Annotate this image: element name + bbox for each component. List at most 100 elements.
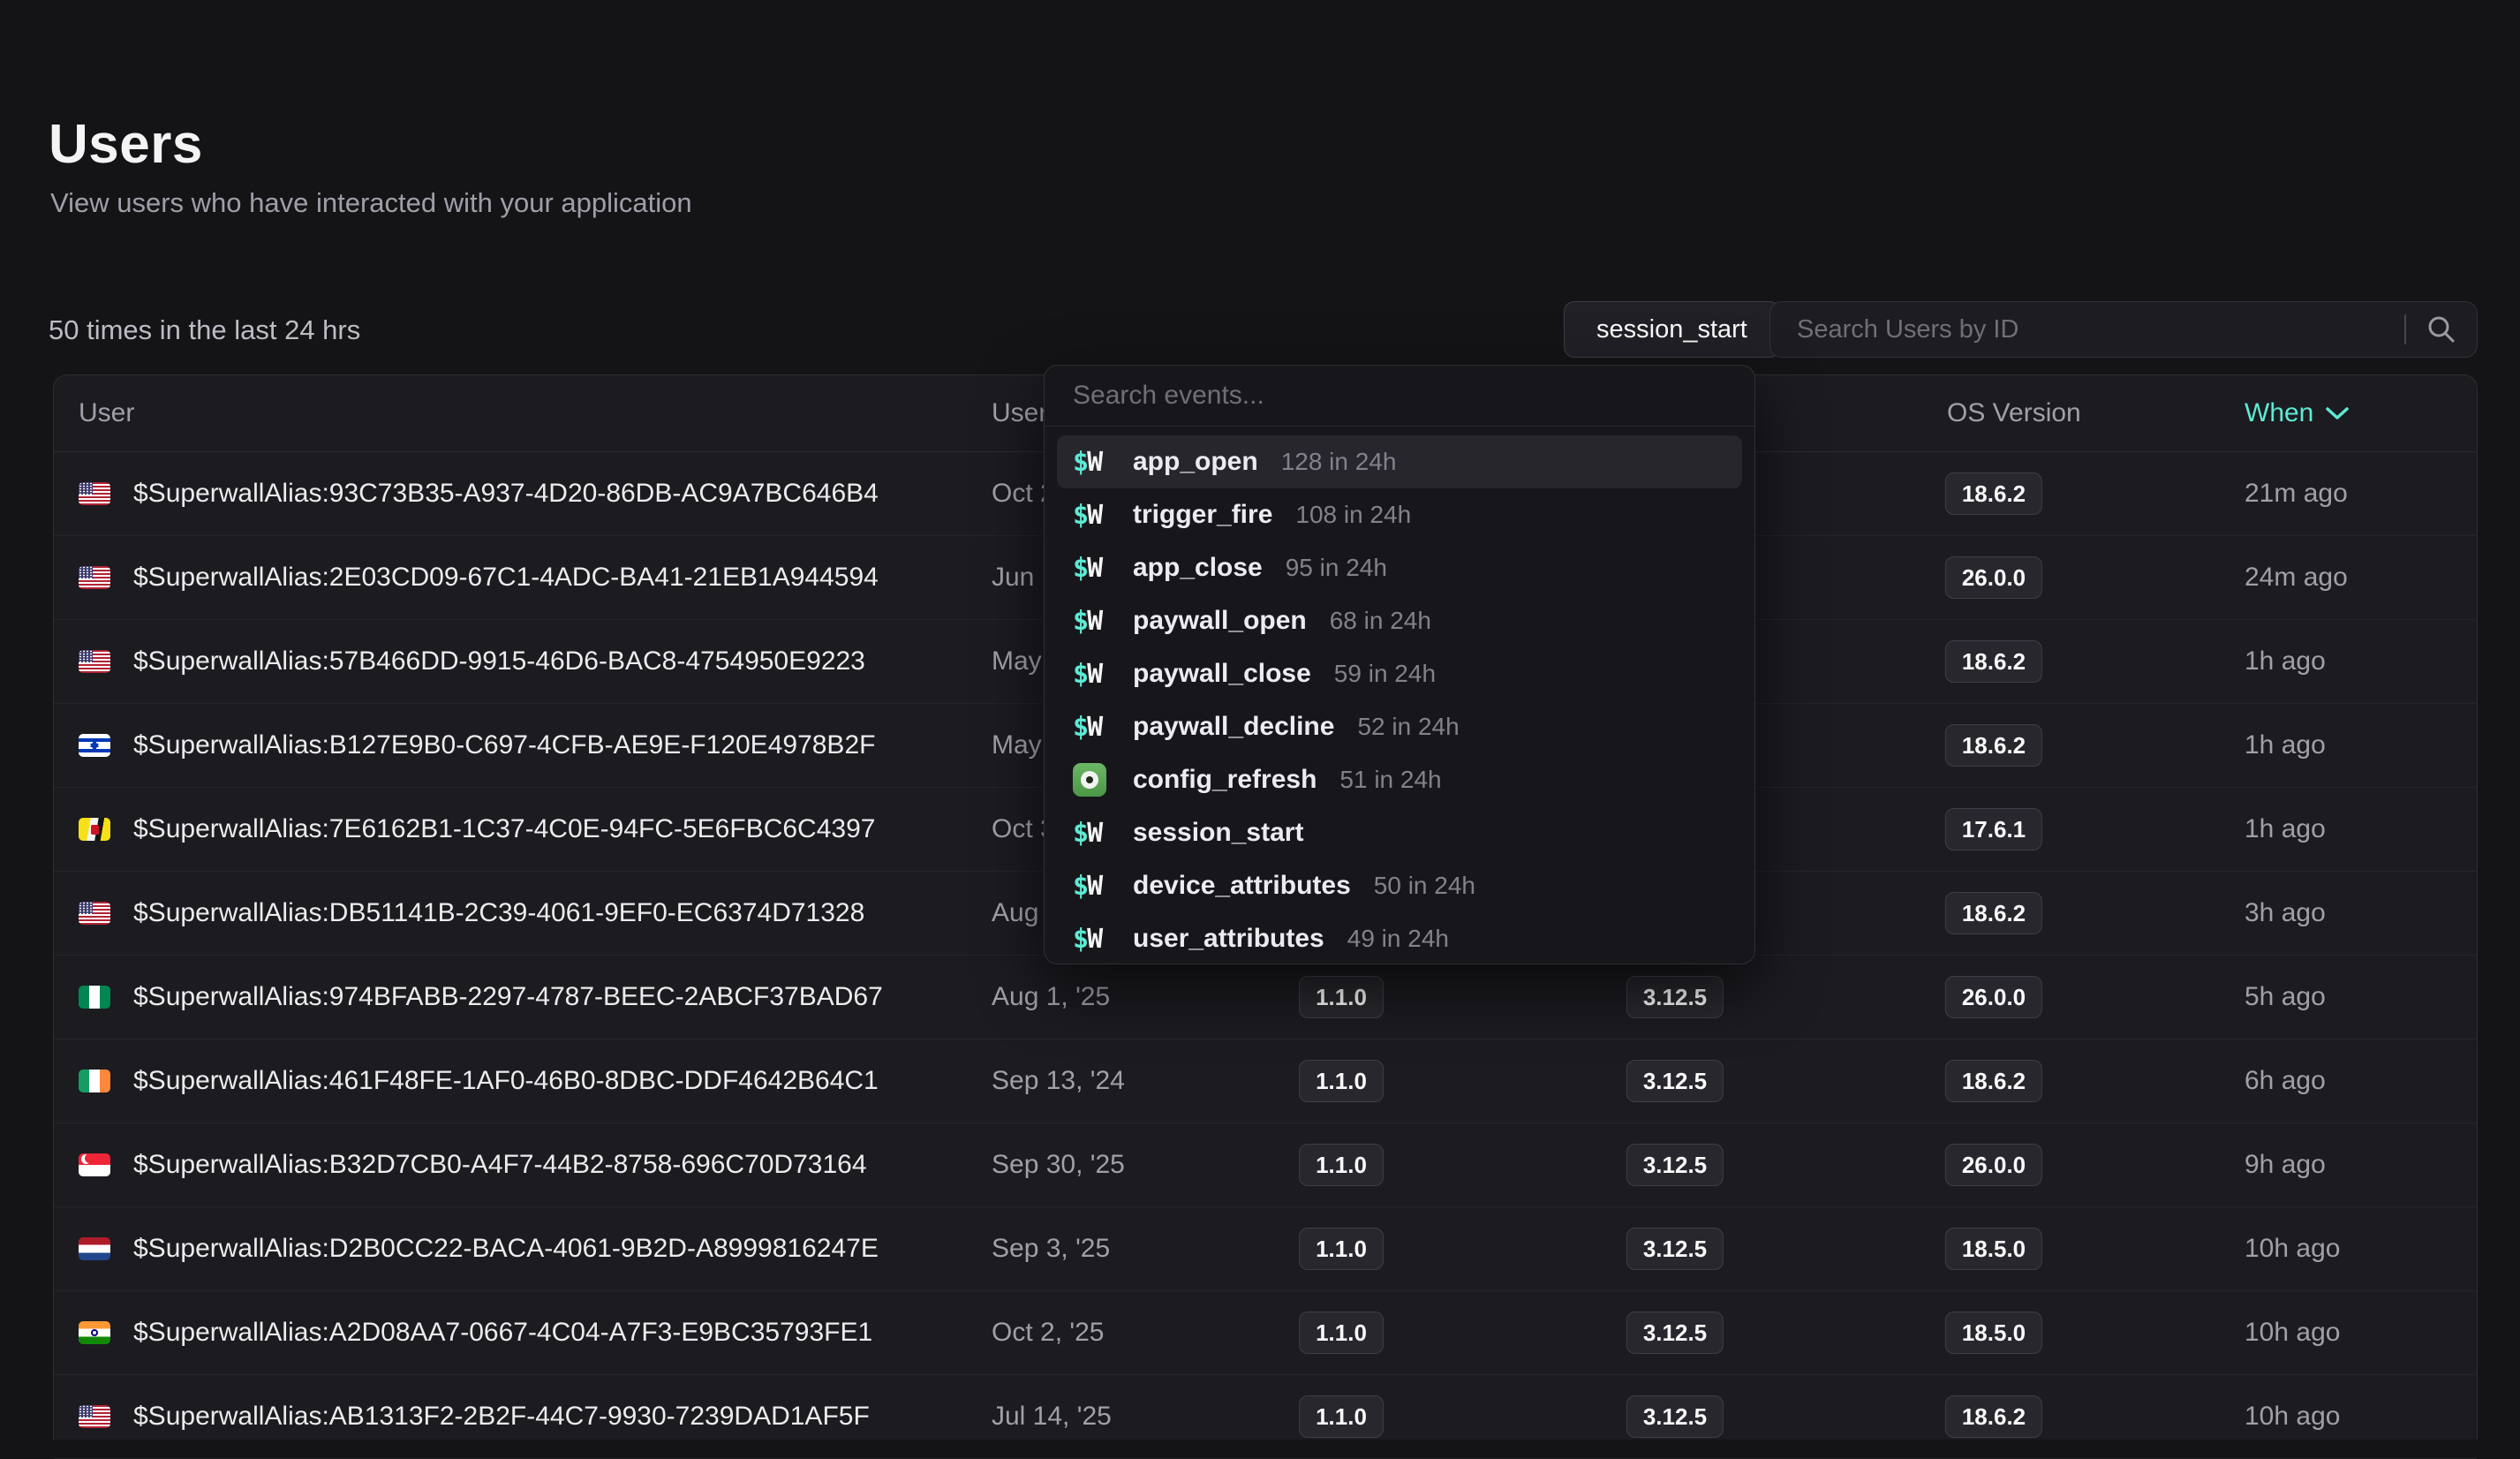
event-filter-label: session_start [1596, 315, 1747, 344]
event-icon-slot: $W [1073, 818, 1122, 849]
sdk-version-badge: 3.12.5 [1626, 1395, 1724, 1438]
superwall-logo-icon: $W [1073, 712, 1101, 743]
event-list-item[interactable]: $W paywall_close 59 in 24h [1057, 647, 1742, 700]
event-list-item[interactable]: $W device_attributes 50 in 24h [1057, 859, 1742, 912]
app-version-badge: 1.1.0 [1299, 1228, 1384, 1270]
country-flag-icon [79, 1405, 110, 1428]
chevron-down-icon [2326, 406, 2349, 420]
when-value: 1h ago [2245, 646, 2326, 677]
user-since-value: Jun [992, 563, 1034, 593]
event-filter-button[interactable]: session_start [1564, 301, 1780, 358]
sdk-version-badge: 3.12.5 [1626, 1060, 1724, 1102]
when-value: 10h ago [2245, 1318, 2340, 1348]
event-icon-slot: $W [1073, 447, 1122, 478]
sdk-version-badge: 3.12.5 [1626, 1144, 1724, 1186]
when-value: 6h ago [2245, 1066, 2326, 1096]
country-flag-icon [79, 1070, 110, 1092]
event-name: trigger_fire [1133, 500, 1272, 530]
event-list-item[interactable]: $W paywall_decline 52 in 24h [1057, 700, 1742, 753]
os-version-badge: 26.0.0 [1945, 556, 2042, 599]
event-list-item[interactable]: config_refresh 51 in 24h [1057, 753, 1742, 806]
country-flag-icon [79, 986, 110, 1009]
when-value: 10h ago [2245, 1402, 2340, 1432]
event-list-item[interactable]: $W app_open 128 in 24h [1057, 435, 1742, 488]
event-count: 59 in 24h [1334, 660, 1436, 688]
event-name: app_open [1133, 447, 1258, 477]
superwall-logo-icon: $W [1073, 606, 1101, 637]
user-since-value: Sep 3, '25 [992, 1234, 1110, 1264]
table-row[interactable]: $SuperwallAlias:461F48FE-1AF0-46B0-8DBC-… [54, 1039, 2477, 1123]
user-id: $SuperwallAlias:B127E9B0-C697-4CFB-AE9E-… [133, 730, 875, 760]
table-row[interactable]: $SuperwallAlias:974BFABB-2297-4787-BEEC-… [54, 956, 2477, 1039]
os-version-badge: 26.0.0 [1945, 1144, 2042, 1186]
country-flag-icon [79, 1153, 110, 1176]
event-icon-slot [1073, 763, 1122, 797]
user-id: $SuperwallAlias:A2D08AA7-0667-4C04-A7F3-… [133, 1318, 872, 1348]
event-list-item[interactable]: $W user_attributes 49 in 24h [1057, 912, 1742, 964]
event-list-item[interactable]: $W paywall_open 68 in 24h [1057, 594, 1742, 647]
country-flag-icon [79, 1237, 110, 1260]
os-version-badge: 26.0.0 [1945, 976, 2042, 1018]
event-name: paywall_decline [1133, 712, 1334, 742]
sdk-version-badge: 3.12.5 [1626, 1312, 1724, 1354]
country-flag-icon [79, 566, 110, 589]
search-icon[interactable] [2426, 314, 2457, 345]
user-id: $SuperwallAlias:D2B0CC22-BACA-4061-9B2D-… [133, 1234, 879, 1264]
event-count: 95 in 24h [1286, 554, 1387, 582]
user-search-input[interactable] [1795, 314, 2404, 345]
event-name: user_attributes [1133, 924, 1324, 954]
table-row[interactable]: $SuperwallAlias:B32D7CB0-A4F7-44B2-8758-… [54, 1123, 2477, 1207]
country-flag-icon [79, 650, 110, 673]
user-id: $SuperwallAlias:461F48FE-1AF0-46B0-8DBC-… [133, 1066, 879, 1096]
os-version-badge: 18.5.0 [1945, 1312, 2042, 1354]
when-value: 5h ago [2245, 982, 2326, 1012]
event-count: 50 in 24h [1374, 872, 1475, 900]
os-version-badge: 18.6.2 [1945, 1060, 2042, 1102]
event-name: device_attributes [1133, 871, 1351, 901]
event-list-item[interactable]: $W session_start [1057, 806, 1742, 859]
event-icon-slot: $W [1073, 606, 1122, 637]
when-value: 1h ago [2245, 814, 2326, 844]
os-version-badge: 17.6.1 [1945, 808, 2042, 850]
header-when-sort[interactable]: When [2245, 398, 2349, 428]
event-name: paywall_open [1133, 606, 1307, 636]
user-since-value: Oct 2, '25 [992, 1318, 1104, 1348]
superwall-logo-icon: $W [1073, 818, 1101, 849]
events-search-input[interactable] [1071, 380, 1728, 412]
user-since-value: Aug 1, '25 [992, 982, 1110, 1012]
event-icon-slot: $W [1073, 712, 1122, 743]
event-icon-slot: $W [1073, 659, 1122, 690]
page-title: Users [49, 113, 203, 176]
event-icon-slot: $W [1073, 553, 1122, 584]
user-since-value: Jul 14, '25 [992, 1402, 1112, 1432]
user-search-box[interactable] [1769, 301, 2478, 358]
user-id: $SuperwallAlias:B32D7CB0-A4F7-44B2-8758-… [133, 1150, 867, 1180]
event-name: app_close [1133, 553, 1263, 583]
event-list-item[interactable]: $W app_close 95 in 24h [1057, 541, 1742, 594]
user-since-value: Aug [992, 898, 1038, 928]
event-name: config_refresh [1133, 765, 1317, 795]
when-value: 9h ago [2245, 1150, 2326, 1180]
when-value: 1h ago [2245, 730, 2326, 760]
user-id: $SuperwallAlias:7E6162B1-1C37-4C0E-94FC-… [133, 814, 875, 844]
header-when-label: When [2245, 398, 2313, 428]
os-version-badge: 18.6.2 [1945, 892, 2042, 934]
search-divider [2404, 314, 2406, 344]
event-count: 108 in 24h [1295, 501, 1411, 529]
event-name: session_start [1133, 818, 1303, 848]
superwall-logo-icon: $W [1073, 924, 1101, 955]
superwall-logo-icon: $W [1073, 447, 1101, 478]
os-version-badge: 18.6.2 [1945, 472, 2042, 515]
user-since-value: May [992, 646, 1042, 677]
app-version-badge: 1.1.0 [1299, 976, 1384, 1018]
event-list-item[interactable]: $W trigger_fire 108 in 24h [1057, 488, 1742, 541]
table-row[interactable]: $SuperwallAlias:D2B0CC22-BACA-4061-9B2D-… [54, 1207, 2477, 1291]
when-value: 3h ago [2245, 898, 2326, 928]
events-list: $W app_open 128 in 24h $W trigger_fire 1… [1045, 427, 1754, 964]
page-subtitle: View users who have interacted with your… [50, 187, 692, 219]
table-row[interactable]: $SuperwallAlias:AB1313F2-2B2F-44C7-9930-… [54, 1375, 2477, 1459]
country-flag-icon [79, 734, 110, 757]
app-version-badge: 1.1.0 [1299, 1144, 1384, 1186]
events-search-box[interactable] [1045, 366, 1754, 427]
table-row[interactable]: $SuperwallAlias:A2D08AA7-0667-4C04-A7F3-… [54, 1291, 2477, 1375]
